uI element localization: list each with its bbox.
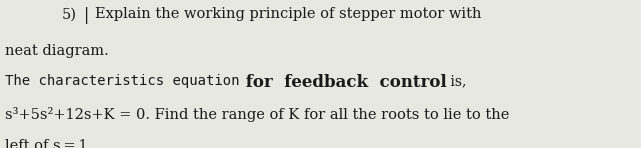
Text: is,: is, [446, 74, 467, 88]
Text: The characteristics equation: The characteristics equation [5, 74, 240, 88]
Text: s³+5s²+12s+K = 0. Find the range of K for all the roots to lie to the: s³+5s²+12s+K = 0. Find the range of K fo… [5, 107, 510, 122]
Text: neat diagram.: neat diagram. [5, 44, 109, 58]
Text: left of s = 1.: left of s = 1. [5, 139, 92, 148]
Text: ³   ²             . Find the range of     for all the roots to lie to the: ³ ² . Find the range of for all the root… [0, 147, 1, 148]
Text: for  feedback  control: for feedback control [240, 74, 446, 91]
Text: 5): 5) [62, 7, 77, 21]
Text: Explain the working principle of stepper motor with: Explain the working principle of stepper… [95, 7, 481, 21]
Text: s³+5s²+12s+ K = 0. Find the range of  K  for all the roots to lie to the: s³+5s²+12s+ K = 0. Find the range of K f… [0, 147, 1, 148]
Text: |: | [84, 7, 89, 24]
